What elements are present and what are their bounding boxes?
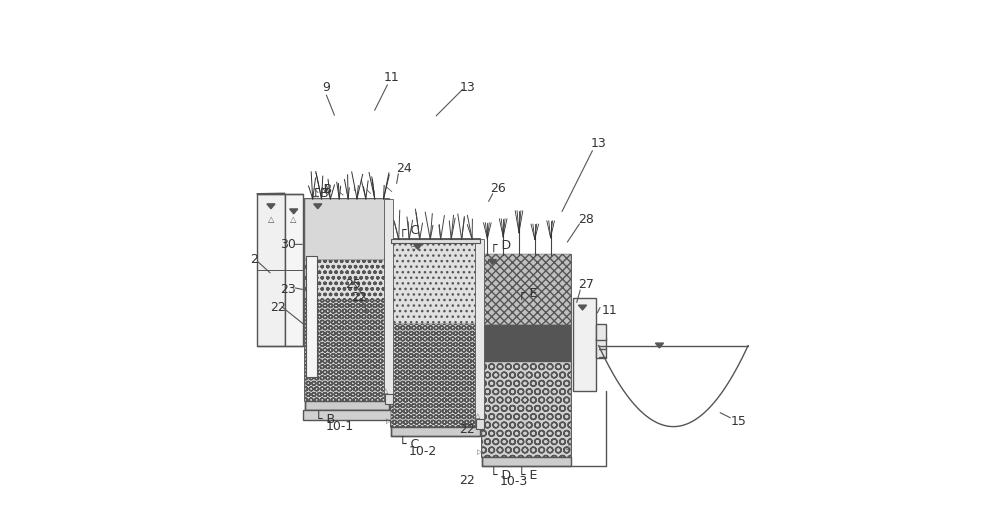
Text: 10-1: 10-1	[325, 419, 354, 433]
Text: 9: 9	[322, 81, 330, 94]
Text: ┌ C: ┌ C	[399, 224, 419, 237]
Text: └ E: └ E	[518, 469, 537, 482]
Text: └ C: └ C	[399, 438, 419, 451]
Bar	[391, 324, 480, 427]
Bar	[391, 427, 480, 436]
Polygon shape	[488, 260, 496, 264]
Polygon shape	[314, 204, 322, 209]
Text: 30: 30	[280, 238, 296, 251]
Text: 25: 25	[346, 278, 361, 291]
Text: ┌ D: ┌ D	[490, 239, 511, 252]
Text: 15: 15	[730, 415, 746, 428]
Text: 23: 23	[280, 284, 296, 296]
Bar	[482, 325, 571, 362]
Text: ┌ B: ┌ B	[312, 183, 332, 196]
Polygon shape	[290, 209, 298, 214]
Bar	[285, 194, 303, 346]
Bar	[303, 410, 391, 419]
Bar	[391, 239, 480, 243]
Text: 11: 11	[601, 304, 617, 317]
Text: △: △	[383, 388, 389, 394]
Bar	[384, 199, 393, 401]
Bar	[476, 419, 484, 429]
Bar	[596, 338, 606, 358]
Text: ▷: ▷	[477, 449, 482, 455]
Text: 22: 22	[270, 301, 285, 314]
Text: 10-2: 10-2	[409, 445, 437, 458]
Text: B: B	[319, 187, 328, 200]
Text: 2: 2	[250, 253, 258, 266]
Bar	[573, 298, 596, 391]
Bar	[306, 256, 317, 377]
Text: 11: 11	[384, 71, 399, 84]
Text: └ B: └ B	[315, 413, 335, 426]
Text: ▷: ▷	[386, 418, 391, 425]
Text: 13: 13	[460, 81, 475, 94]
Text: 24: 24	[396, 162, 412, 175]
Text: ┌ E: ┌ E	[518, 287, 537, 300]
Bar	[305, 401, 389, 410]
Bar	[257, 194, 285, 346]
Bar	[475, 239, 484, 427]
Text: 27: 27	[578, 278, 594, 291]
Polygon shape	[267, 204, 275, 209]
Bar	[385, 393, 393, 404]
Text: 22: 22	[460, 474, 475, 487]
Text: 22: 22	[351, 291, 366, 304]
Text: △: △	[566, 444, 571, 450]
Bar	[305, 199, 389, 260]
Text: └ D: └ D	[490, 469, 511, 482]
Bar	[305, 199, 389, 401]
Polygon shape	[655, 343, 664, 348]
Text: △: △	[475, 413, 480, 419]
Bar	[391, 239, 480, 324]
Polygon shape	[414, 244, 422, 249]
Bar	[482, 254, 571, 457]
Bar	[482, 457, 571, 466]
Text: ▽: ▽	[411, 246, 416, 252]
Text: 22: 22	[460, 422, 475, 436]
Text: 26: 26	[490, 182, 506, 195]
Bar	[391, 239, 480, 427]
Text: 10-3: 10-3	[500, 475, 528, 488]
Bar	[482, 362, 571, 457]
Polygon shape	[578, 305, 587, 310]
Text: △: △	[290, 215, 297, 223]
Bar	[305, 260, 389, 300]
Bar	[482, 254, 571, 325]
Text: 13: 13	[591, 136, 607, 150]
Text: △: △	[268, 215, 274, 223]
Bar	[596, 324, 606, 340]
Bar	[305, 300, 389, 401]
Text: 28: 28	[578, 213, 594, 225]
